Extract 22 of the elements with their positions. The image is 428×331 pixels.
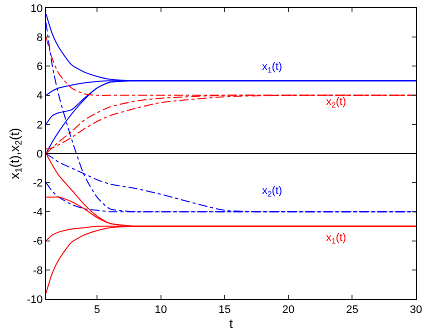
y-tick-label: -6 <box>33 236 43 248</box>
y-tick-label: 2 <box>36 119 43 132</box>
y-tick-label: 8 <box>36 32 43 44</box>
x-tick-label: 30 <box>410 304 422 316</box>
y-tick-label: 6 <box>36 61 43 74</box>
x-tick-label: 5 <box>94 304 100 316</box>
x-tick-label: 15 <box>218 304 231 316</box>
x-tick-label: 20 <box>282 304 295 316</box>
annotation: x$_{1}$(t) <box>326 232 346 246</box>
y-tick-label: 10 <box>30 2 43 15</box>
annotation: x$_{2}$(t) <box>326 96 346 110</box>
y-tick-label: -10 <box>26 294 43 306</box>
x-tick-label: 10 <box>154 304 167 316</box>
annotation: x$_{1}$(t) <box>262 61 282 74</box>
x-tick-label: 25 <box>346 304 358 316</box>
y-tick-label: -8 <box>33 264 43 277</box>
y-tick-label: -2 <box>33 177 43 190</box>
y-tick-label: 0 <box>36 148 43 160</box>
annotation: x$_{2}$(t) <box>262 185 282 198</box>
x-axis-title: t <box>229 316 234 331</box>
y-tick-label: -4 <box>33 206 43 219</box>
y-tick-label: 4 <box>36 90 43 102</box>
